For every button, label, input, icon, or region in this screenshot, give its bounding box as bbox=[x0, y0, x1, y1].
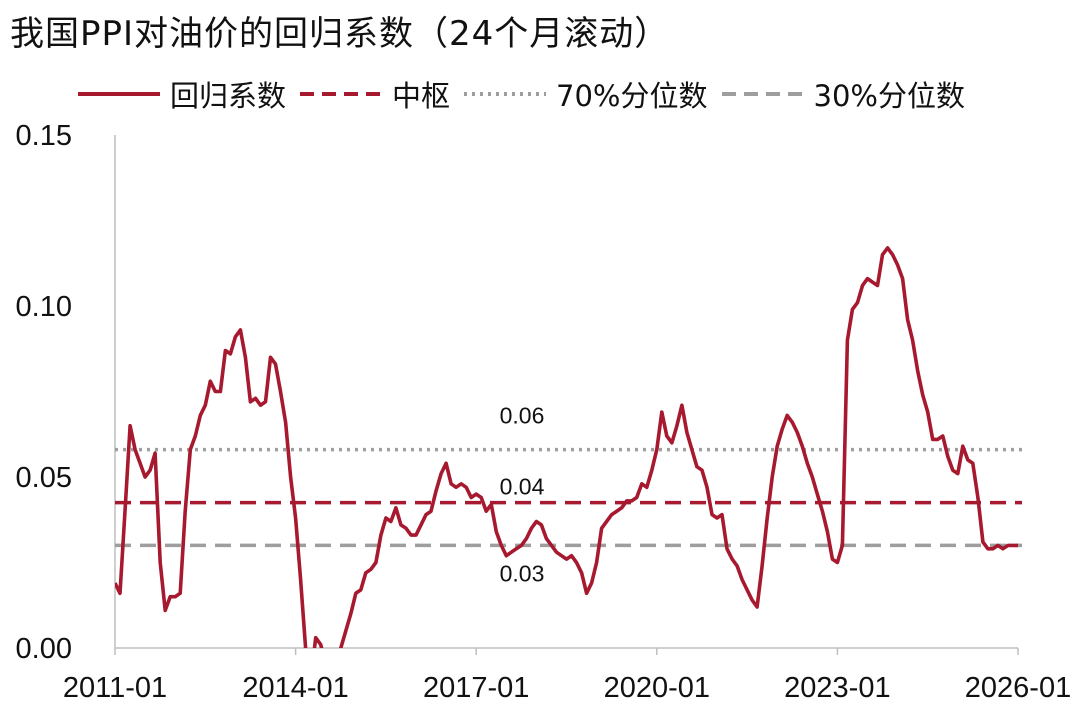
legend-swatch-coefficient bbox=[78, 92, 160, 96]
x-tick-label: 2011-01 bbox=[63, 672, 167, 704]
reference-label: 0.03 bbox=[500, 560, 545, 586]
y-tick-label: 0.00 bbox=[16, 633, 72, 665]
y-tick-label: 0.05 bbox=[16, 462, 72, 494]
reference-label: 0.06 bbox=[500, 403, 545, 429]
legend-label-median: 中枢 bbox=[392, 79, 451, 113]
legend-swatch-p30 bbox=[721, 92, 804, 96]
chart-title: 我国PPI对油价的回归系数（24个月滚动） bbox=[10, 14, 670, 54]
legend-item-median: 中枢 bbox=[298, 73, 450, 115]
series-line-coefficient bbox=[115, 246, 1018, 648]
legend-label-p70: 70%分位数 bbox=[556, 79, 708, 113]
x-tick-label: 2023-01 bbox=[784, 672, 890, 704]
legend-item-p30: 30%分位数 bbox=[720, 73, 965, 115]
legend: 回归系数 中枢 70%分位数 30%分位数 bbox=[76, 74, 977, 114]
reference-label: 0.04 bbox=[500, 474, 545, 500]
legend-swatch-median bbox=[300, 92, 383, 96]
y-tick-label: 0.10 bbox=[16, 291, 72, 323]
x-tick-label: 2020-01 bbox=[604, 672, 710, 704]
x-tick-label: 2014-01 bbox=[242, 672, 348, 704]
legend-swatch-p70 bbox=[464, 92, 547, 96]
legend-item-coefficient: 回归系数 bbox=[76, 73, 286, 115]
legend-label-p30: 30%分位数 bbox=[813, 79, 965, 113]
y-tick-label: 0.15 bbox=[16, 120, 72, 152]
x-tick-label: 2026-01 bbox=[965, 672, 1071, 704]
legend-item-p70: 70%分位数 bbox=[462, 73, 708, 115]
legend-label-coefficient: 回归系数 bbox=[170, 79, 287, 113]
x-tick-label: 2017-01 bbox=[423, 672, 529, 704]
